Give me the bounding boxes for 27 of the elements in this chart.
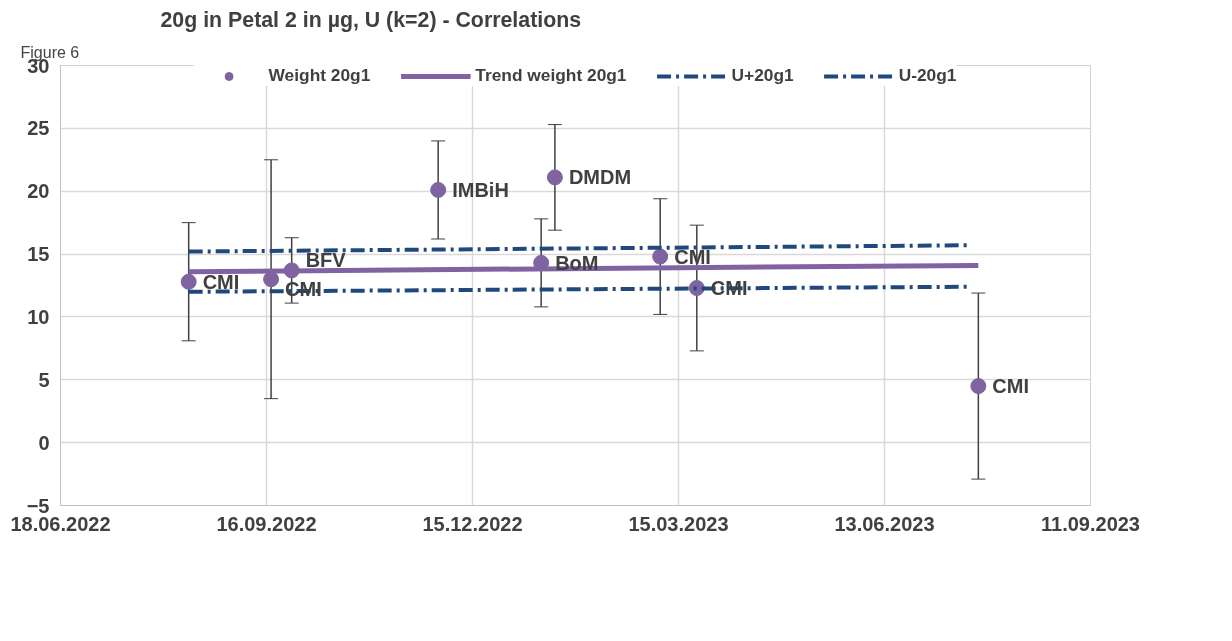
annotation: DMDM [568,166,632,189]
annotation: IMBiH [452,178,509,201]
chart-title: 20g in Petal 2 in µg, U (k=2) - Correlations [160,7,582,32]
point [180,273,197,290]
y-tick-label: 5 [38,368,50,391]
point [263,271,280,288]
x-tick-label: 15.03.2023 [628,512,729,535]
y-tick-label: 15 [27,243,50,266]
y-tick-label: 0 [38,431,50,454]
legend-label: Weight 20g1 [268,65,371,86]
x-tick-label: 13.06.2023 [834,512,935,535]
legend-label: U+20g1 [731,65,794,86]
y-tick-label: 10 [27,305,50,328]
point [970,378,987,395]
x-tick-label: 15.12.2022 [422,512,523,535]
point [430,181,447,198]
point [652,248,669,265]
point [546,169,563,186]
y-tick-label: 25 [27,117,50,140]
legend-label: Trend weight 20g1 [475,65,627,86]
y-tick-label: 20 [27,180,50,203]
x-tick-label: 11.09.2023 [1041,512,1140,535]
annotation: CMI [202,270,240,293]
legend-label: U-20g1 [898,65,957,86]
annotation: BFV [305,249,347,272]
annotation: CMI [992,375,1030,398]
x-tick-label: 16.09.2022 [216,512,317,535]
